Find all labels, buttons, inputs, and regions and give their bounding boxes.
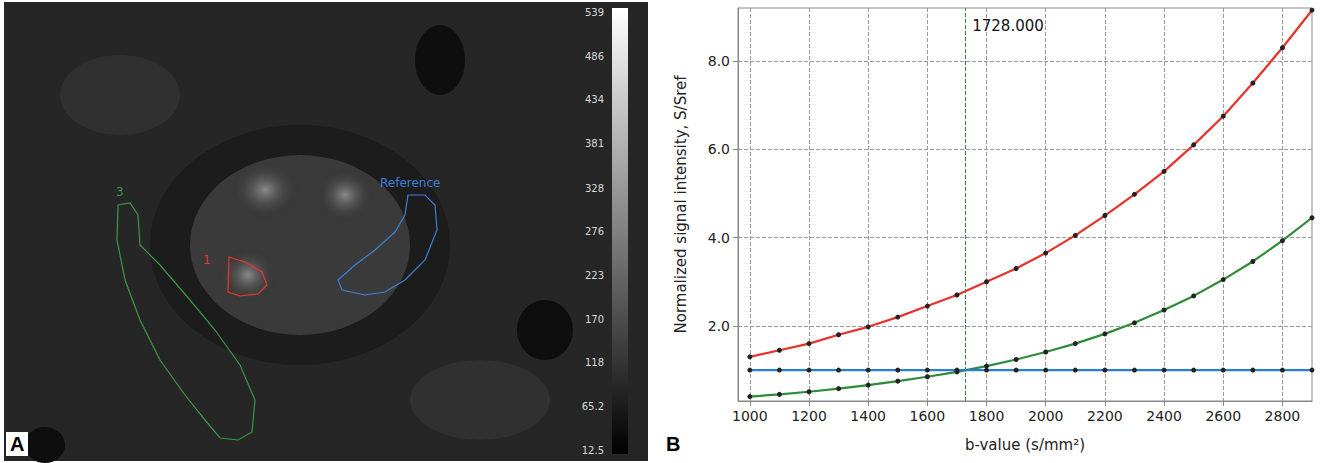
svg-text:486: 486	[585, 51, 604, 62]
svg-text:2400: 2400	[1146, 408, 1182, 424]
svg-text:1: 1	[203, 253, 211, 267]
svg-text:1728.000: 1728.000	[972, 17, 1044, 35]
svg-text:539: 539	[585, 7, 604, 18]
svg-text:b-value (s/mm²): b-value (s/mm²)	[965, 436, 1085, 454]
svg-text:1200: 1200	[791, 408, 827, 424]
svg-text:Reference: Reference	[380, 176, 440, 190]
svg-text:8.0: 8.0	[708, 53, 730, 69]
svg-text:1400: 1400	[850, 408, 886, 424]
html-text:B: B	[666, 433, 681, 455]
svg-text:170: 170	[585, 314, 604, 325]
svg-text:Normalized signal intensity, S: Normalized signal intensity, S/Sref	[672, 75, 690, 334]
svg-text:2000: 2000	[1028, 408, 1064, 424]
svg-text:4.0: 4.0	[708, 230, 730, 246]
svg-text:3: 3	[116, 185, 124, 199]
svg-text:2600: 2600	[1205, 408, 1241, 424]
svg-text:381: 381	[585, 138, 604, 149]
svg-text:223: 223	[585, 270, 604, 281]
svg-text:1600: 1600	[910, 408, 946, 424]
svg-text:434: 434	[585, 94, 604, 105]
svg-text:328: 328	[585, 183, 604, 194]
svg-text:2800: 2800	[1265, 408, 1301, 424]
html-text:A: A	[10, 433, 25, 455]
svg-text:6.0: 6.0	[708, 141, 730, 157]
svg-text:2.0: 2.0	[708, 318, 730, 334]
svg-text:1800: 1800	[969, 408, 1005, 424]
svg-text:118: 118	[585, 357, 604, 368]
svg-text:65.2: 65.2	[582, 401, 604, 412]
svg-text:1000: 1000	[732, 408, 768, 424]
svg-text:2200: 2200	[1087, 408, 1123, 424]
svg-text:276: 276	[585, 226, 604, 237]
svg-text:12.5: 12.5	[582, 445, 604, 456]
